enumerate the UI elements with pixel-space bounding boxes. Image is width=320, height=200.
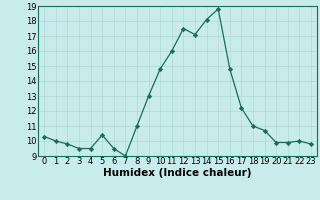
X-axis label: Humidex (Indice chaleur): Humidex (Indice chaleur) (103, 168, 252, 178)
